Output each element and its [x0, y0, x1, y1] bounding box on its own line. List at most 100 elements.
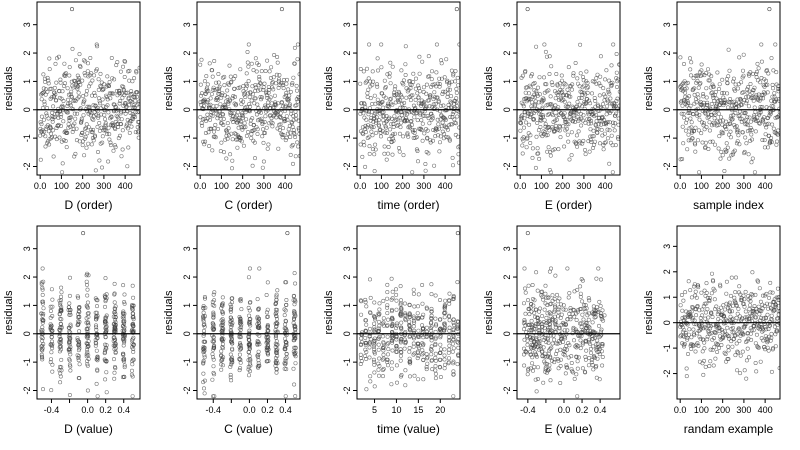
data-point	[613, 111, 618, 116]
data-point	[57, 327, 62, 332]
data-point	[594, 342, 599, 347]
data-point	[421, 85, 426, 90]
data-point	[741, 301, 746, 306]
data-point	[120, 128, 125, 133]
data-point	[381, 105, 386, 110]
data-point	[239, 102, 244, 107]
data-point	[73, 58, 78, 63]
data-point	[220, 301, 225, 306]
data-point	[600, 106, 605, 111]
data-point	[84, 122, 89, 127]
data-point	[729, 113, 734, 118]
data-point	[560, 85, 565, 90]
data-point	[131, 323, 136, 328]
data-point	[104, 390, 109, 395]
data-point	[765, 312, 770, 317]
data-point	[704, 71, 709, 76]
data-point	[58, 336, 63, 341]
data-point	[759, 315, 764, 320]
data-point	[438, 134, 443, 139]
data-point	[416, 292, 421, 297]
data-point	[744, 358, 749, 363]
data-point	[292, 132, 297, 137]
data-point	[595, 72, 600, 77]
y-tick-label: -1	[342, 134, 352, 142]
data-point	[709, 271, 714, 276]
data-point	[580, 342, 585, 347]
data-point	[40, 357, 45, 362]
data-point	[768, 290, 773, 295]
x-tick-label: 100	[54, 181, 69, 191]
outlier-point	[81, 231, 86, 236]
data-point	[63, 74, 68, 79]
data-point	[39, 97, 44, 102]
data-point	[759, 59, 764, 64]
data-point	[756, 345, 761, 350]
data-point	[712, 142, 717, 147]
data-point	[66, 307, 71, 312]
data-point	[581, 113, 586, 118]
data-point	[121, 88, 126, 93]
plot-frame	[196, 225, 301, 400]
data-point	[429, 348, 434, 353]
data-point	[373, 120, 378, 125]
data-point	[748, 299, 753, 304]
data-point	[724, 279, 729, 284]
data-point	[127, 68, 132, 73]
data-point	[395, 95, 400, 100]
data-point	[702, 127, 707, 132]
data-point	[277, 128, 282, 133]
data-point	[403, 62, 408, 67]
data-point	[704, 95, 709, 100]
data-point	[385, 363, 390, 368]
data-point	[257, 363, 262, 368]
data-point	[273, 355, 278, 360]
data-point	[81, 58, 86, 63]
data-point	[695, 78, 700, 83]
data-point	[50, 119, 55, 124]
data-point	[442, 347, 447, 352]
y-tick-label: 2	[182, 51, 192, 56]
data-point	[361, 132, 366, 137]
data-point	[291, 366, 296, 371]
data-point	[550, 148, 555, 153]
y-tick-label: 0	[662, 107, 672, 112]
data-point	[687, 309, 692, 314]
data-point	[273, 360, 278, 365]
data-point	[576, 117, 581, 122]
data-point	[274, 292, 279, 297]
data-point	[734, 315, 739, 320]
data-point	[445, 127, 450, 132]
data-point	[584, 69, 589, 74]
data-point	[764, 105, 769, 110]
data-point	[113, 317, 118, 322]
data-point	[700, 140, 705, 145]
data-point	[439, 61, 444, 66]
data-point	[129, 372, 134, 377]
data-point	[428, 140, 433, 145]
data-point	[553, 320, 558, 325]
y-tick-label: -2	[182, 386, 192, 394]
data-point	[451, 337, 456, 342]
data-point	[734, 341, 739, 346]
data-point	[549, 103, 554, 108]
data-point	[212, 290, 217, 295]
data-point	[593, 99, 598, 104]
data-point	[742, 297, 747, 302]
data-point	[559, 322, 564, 327]
data-point	[200, 117, 205, 122]
data-point	[295, 99, 300, 104]
data-point	[85, 293, 90, 298]
x-tick-label: 0.2	[261, 405, 274, 415]
data-point	[85, 282, 90, 287]
data-point	[603, 77, 608, 82]
data-point	[371, 344, 376, 349]
data-point	[384, 119, 389, 124]
data-point	[742, 149, 747, 154]
data-point	[738, 97, 743, 102]
y-tick-label: 2	[662, 269, 672, 274]
data-point	[716, 310, 721, 315]
data-point	[94, 348, 99, 353]
data-point	[363, 353, 368, 358]
